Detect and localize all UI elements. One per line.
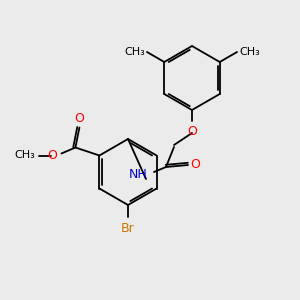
Text: O: O [74, 112, 84, 124]
Text: CH₃: CH₃ [15, 151, 35, 160]
Text: O: O [47, 149, 57, 162]
Text: O: O [187, 125, 197, 138]
Text: CH₃: CH₃ [124, 47, 145, 57]
Text: O: O [190, 158, 200, 172]
Text: CH₃: CH₃ [239, 47, 260, 57]
Text: Br: Br [121, 222, 135, 235]
Text: NH: NH [129, 169, 148, 182]
